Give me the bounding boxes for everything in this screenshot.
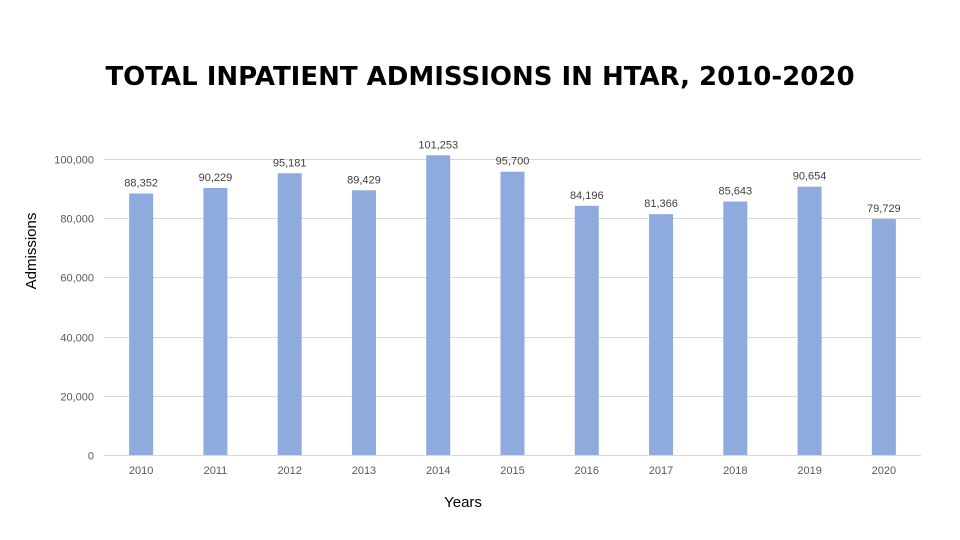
y-axis-title: Admissions	[23, 213, 40, 290]
y-tick-label: 0	[88, 451, 94, 463]
bar-2014	[426, 155, 451, 455]
y-tick-label: 80,000	[60, 214, 94, 226]
data-label: 95,181	[273, 157, 307, 169]
x-tick-label: 2017	[649, 465, 673, 477]
data-label: 84,196	[570, 190, 604, 202]
x-tick-label: 2019	[797, 465, 821, 477]
y-tick-label: 40,000	[60, 333, 94, 345]
bar-2013	[351, 190, 376, 455]
x-axis-title: Years	[444, 494, 482, 511]
data-label: 90,229	[199, 172, 233, 184]
data-label: 90,654	[793, 171, 827, 183]
bar-2019	[797, 186, 822, 455]
chart-title: TOTAL INPATIENT ADMISSIONS IN HTAR, 2010…	[105, 62, 855, 92]
data-label: 81,366	[644, 198, 678, 210]
data-label: 95,700	[496, 156, 530, 168]
bar-2018	[723, 201, 748, 455]
x-axis-ticks: 2010 2011 2012 2013 2014 2015 2016 2017 2018 2019…	[129, 465, 896, 477]
bar-2017	[649, 214, 674, 455]
x-tick-label: 2018	[723, 465, 747, 477]
y-tick-label: 100,000	[54, 155, 94, 167]
data-label: 85,643	[718, 185, 752, 197]
bar-2015	[500, 171, 525, 455]
data-label: 79,729	[867, 203, 901, 215]
y-tick-label: 20,000	[60, 392, 94, 404]
data-label: 88,352	[124, 177, 158, 189]
data-label: 101,253	[418, 139, 458, 151]
x-tick-label: 2020	[872, 465, 896, 477]
bar-2016	[574, 205, 599, 455]
bars	[129, 155, 896, 456]
data-labels: 88,352 90,229 95,181 89,429 101,253 95,700 84,…	[124, 139, 900, 215]
x-tick-label: 2016	[575, 465, 599, 477]
bar-2020	[871, 219, 896, 455]
y-axis-ticks: 0 20,000 40,000 60,000 80,000 100,000	[54, 155, 94, 463]
bar-2012	[277, 173, 302, 456]
x-tick-label: 2012	[277, 465, 301, 477]
x-tick-label: 2014	[426, 465, 450, 477]
x-tick-label: 2010	[129, 465, 153, 477]
x-tick-label: 2013	[352, 465, 376, 477]
x-tick-label: 2011	[204, 465, 228, 477]
y-tick-label: 60,000	[60, 273, 94, 285]
bar-2010	[129, 193, 154, 455]
bar-2011	[203, 187, 228, 455]
x-tick-label: 2015	[500, 465, 524, 477]
data-label: 89,429	[347, 174, 381, 186]
